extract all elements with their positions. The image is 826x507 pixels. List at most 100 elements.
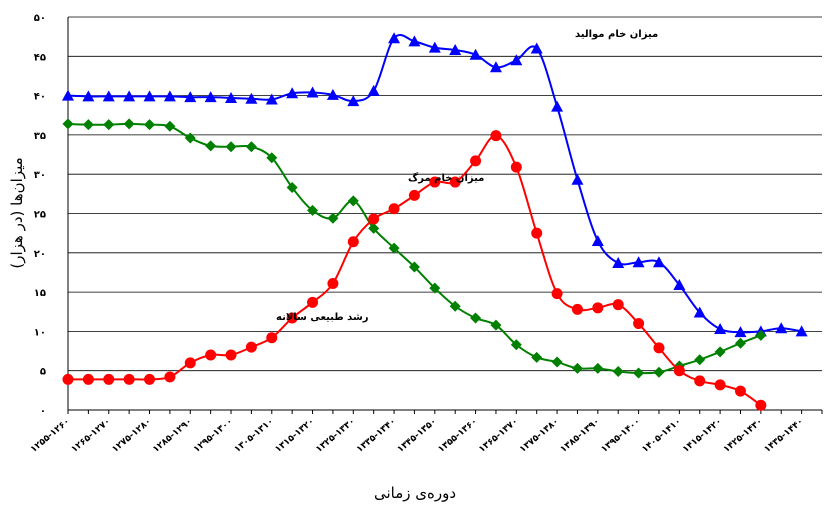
triangle-marker	[367, 84, 380, 96]
diamond-marker	[612, 365, 624, 377]
triangle-marker	[225, 91, 238, 103]
circle-marker	[103, 373, 115, 385]
triangle-marker	[265, 93, 278, 105]
y-tick-label: ۱۰	[34, 327, 46, 338]
triangle-marker	[591, 235, 604, 247]
triangle-marker	[62, 89, 74, 101]
triangle-marker	[795, 325, 808, 337]
series-3	[62, 130, 767, 411]
x-tick-label: ۱۴۰۵-۱۴۱۰	[640, 417, 683, 455]
circle-marker	[653, 342, 665, 354]
y-tick-label: ۱۵	[34, 288, 46, 299]
y-tick-label: ۵۰	[34, 13, 46, 24]
circle-marker	[82, 373, 94, 385]
triangle-marker	[612, 257, 625, 269]
triangle-marker	[388, 32, 401, 44]
triangle-marker	[734, 326, 747, 338]
y-tick-label: ۲۰	[34, 249, 46, 260]
triangle-marker	[469, 48, 482, 60]
x-tick-label: ۱۲۸۵-۱۲۹۰	[151, 417, 194, 455]
x-tick-label: ۱۳۸۵-۱۳۹۰	[559, 417, 602, 455]
diamond-marker	[164, 120, 176, 132]
diamond-marker	[592, 362, 604, 374]
diamond-marker	[408, 261, 420, 273]
triangle-marker	[530, 42, 543, 54]
x-tick-label: ۱۳۷۵-۱۳۸۰	[518, 417, 561, 455]
triangle-marker	[306, 86, 319, 98]
diamond-marker	[755, 329, 767, 341]
diamond-marker	[510, 339, 522, 351]
x-tick-label: ۱۳۵۵-۱۳۶۰	[437, 417, 480, 455]
x-tick-labels: ۱۲۵۵-۱۲۶۰۱۲۶۵-۱۲۷۰۱۲۷۵-۱۲۸۰۱۲۸۵-۱۲۹۰۱۲۹۵…	[29, 417, 806, 455]
circle-marker	[164, 371, 176, 383]
diamond-marker	[633, 367, 645, 379]
x-tick-label: ۱۲۷۵-۱۲۸۰	[110, 417, 153, 455]
diamond-marker	[103, 119, 115, 131]
diamond-marker	[490, 319, 502, 331]
circle-marker	[755, 399, 767, 411]
circle-marker	[266, 332, 278, 344]
circle-marker	[571, 303, 583, 315]
x-tick-label: ۱۲۵۵-۱۲۶۰	[29, 417, 72, 455]
diamond-marker	[347, 195, 359, 207]
triangle-marker	[245, 92, 258, 104]
series-1	[62, 32, 808, 338]
y-tick-labels: ۰ ۵ ۱۰ ۱۵ ۲۰ ۲۵ ۳۰ ۳۵ ۴۰ ۴۵ ۵۰	[34, 13, 46, 417]
circle-marker	[551, 288, 563, 300]
diamond-marker	[286, 182, 298, 194]
triangle-marker	[510, 54, 523, 66]
y-tick-label: ۰	[40, 406, 46, 417]
x-axis-title: دوره‌ی زمانی	[374, 484, 456, 502]
triangle-marker	[408, 35, 421, 47]
x-tick-label: ۱۳۲۵-۱۳۳۰	[314, 417, 357, 455]
circle-marker	[388, 203, 400, 215]
diamond-marker	[449, 300, 461, 312]
circle-marker	[368, 213, 380, 225]
diamond-marker	[184, 132, 196, 144]
circle-marker	[734, 385, 746, 397]
triangle-marker	[123, 90, 136, 102]
gridlines	[68, 16, 822, 372]
circle-marker	[592, 302, 604, 314]
circle-marker	[307, 296, 319, 308]
triangle-marker	[326, 88, 339, 100]
y-tick-label: ۳۵	[34, 131, 46, 142]
circle-marker	[510, 161, 522, 173]
triangle-marker	[489, 61, 502, 73]
diamond-marker	[734, 337, 746, 349]
diamond-marker	[62, 118, 74, 130]
x-tick-label: ۱۳۰۵-۱۳۱۰	[233, 417, 276, 455]
diamond-marker	[144, 119, 156, 131]
x-tick-label: ۱۳۶۵-۱۳۷۰	[477, 417, 520, 455]
circle-marker	[531, 227, 543, 239]
diamond-marker	[82, 119, 94, 131]
triangle-marker	[652, 256, 665, 268]
triangle-marker	[673, 279, 686, 291]
data-series	[62, 32, 808, 411]
diamond-marker	[225, 141, 237, 153]
diamond-marker	[327, 212, 339, 224]
triangle-marker	[204, 91, 217, 103]
y-tick-label: ۵	[40, 367, 46, 378]
circle-marker	[408, 189, 420, 201]
triangle-marker	[632, 256, 645, 268]
triangle-marker	[571, 173, 584, 185]
series-line	[67, 122, 762, 375]
x-tick-label: ۱۳۴۵-۱۳۵۰	[396, 417, 439, 455]
x-tick-label: ۱۴۱۵-۱۴۲۰	[681, 417, 724, 455]
triangle-marker	[143, 90, 156, 102]
circle-marker	[714, 379, 726, 391]
series-annotation: میزان خام موالید	[575, 29, 658, 40]
triangle-marker	[286, 87, 299, 99]
x-tick-label: ۱۳۹۵-۱۴۰۰	[600, 417, 643, 455]
circle-marker	[245, 341, 257, 353]
triangle-marker	[184, 91, 197, 103]
diamond-marker	[123, 118, 135, 130]
x-tick-label: ۱۴۲۵-۱۴۳۰	[722, 417, 765, 455]
circle-marker	[429, 176, 441, 188]
circle-marker	[612, 299, 624, 311]
circle-marker	[286, 312, 298, 324]
triangle-marker	[449, 44, 462, 56]
